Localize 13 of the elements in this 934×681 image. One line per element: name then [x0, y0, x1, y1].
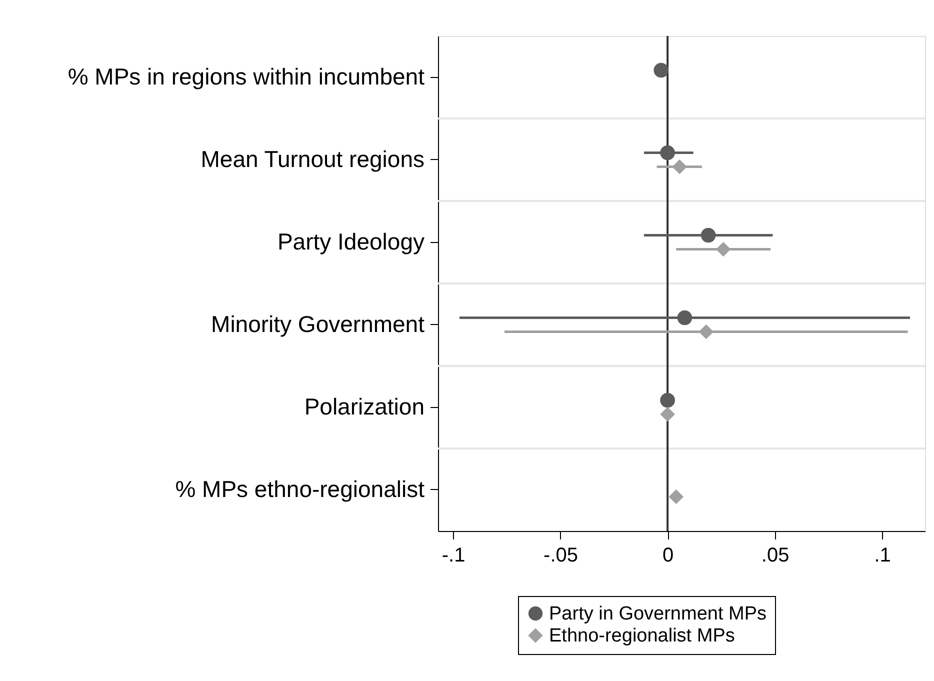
- y-tick-label: % MPs in regions within incumbent: [68, 63, 426, 90]
- x-tick-label: -.1: [442, 544, 466, 566]
- x-tick-label: -.05: [544, 544, 578, 566]
- y-tick-label: Polarization: [304, 393, 424, 420]
- y-tick-label: Mean Turnout regions: [200, 146, 424, 172]
- y-tick-label: % MPs ethno-regionalist: [175, 476, 426, 502]
- legend-label: Ethno-regionalist MPs: [549, 626, 735, 646]
- y-tick-label: Minority Government: [211, 310, 426, 337]
- x-tick-label: 0: [662, 544, 674, 566]
- legend-label: Party in Government MPs: [549, 604, 767, 624]
- x-tick-label: .1: [874, 544, 891, 566]
- y-tick-label: Party Ideology: [277, 228, 425, 254]
- x-tick-label: .05: [761, 544, 790, 566]
